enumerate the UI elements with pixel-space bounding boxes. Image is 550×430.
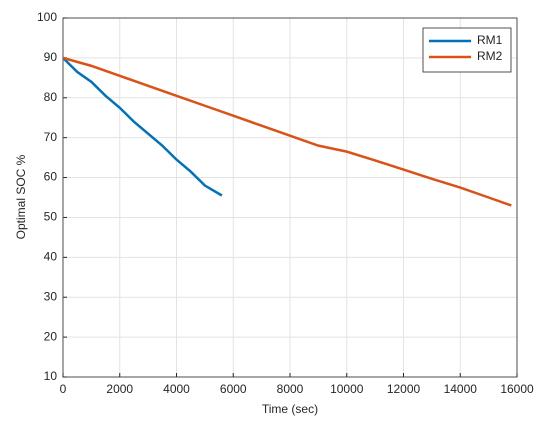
x-tick-label: 16000	[500, 382, 534, 396]
x-tick-label: 2000	[106, 382, 133, 396]
data-line	[62, 56, 223, 197]
y-tick-label: 20	[44, 329, 58, 343]
x-tick-label: 12000	[387, 382, 421, 396]
y-tick-label: 10	[44, 369, 58, 383]
x-tick-label: 4000	[163, 382, 190, 396]
y-tick-label: 90	[44, 50, 58, 64]
x-tick-label: 6000	[220, 382, 247, 396]
x-tick-label: 8000	[277, 382, 304, 396]
data-line	[62, 56, 512, 207]
legend-label: RM2	[477, 49, 503, 63]
y-tick-label: 50	[44, 210, 58, 224]
y-tick-label: 70	[44, 130, 58, 144]
x-tick-label: 14000	[444, 382, 478, 396]
axes-box	[62, 17, 518, 378]
y-tick-label: 30	[44, 289, 58, 303]
y-axis-label: Optimal SOC %	[14, 154, 28, 239]
y-tick-label: 60	[44, 170, 58, 184]
legend-label: RM1	[477, 33, 503, 47]
y-tick-label: 40	[44, 250, 58, 264]
y-tick-label: 100	[37, 10, 57, 24]
x-axis-label: Time (sec)	[262, 402, 318, 416]
x-tick-label: 10000	[330, 382, 364, 396]
x-tick-label: 0	[60, 382, 67, 396]
legend-box	[422, 27, 512, 73]
y-tick-label: 80	[44, 90, 58, 104]
